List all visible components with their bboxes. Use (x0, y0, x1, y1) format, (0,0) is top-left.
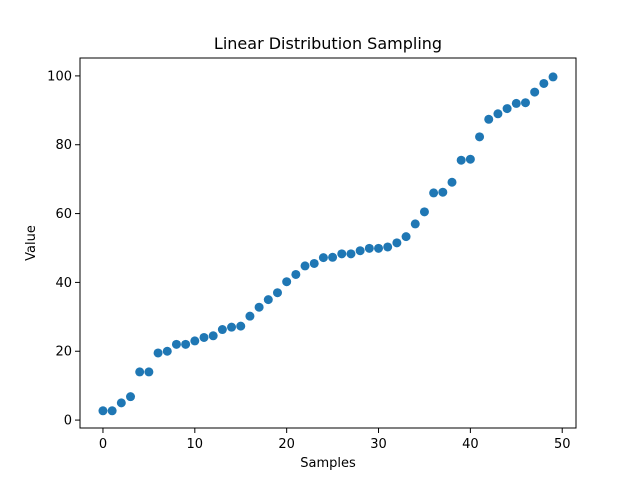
data-point (171, 339, 181, 349)
y-tick-label: 60 (55, 207, 72, 222)
data-point (254, 302, 264, 312)
data-point (116, 398, 126, 408)
chart-title: Linear Distribution Sampling (214, 34, 442, 53)
y-tick-label: 80 (55, 138, 72, 153)
data-point (282, 277, 292, 287)
data-point (144, 367, 154, 377)
data-point (438, 187, 448, 197)
x-tick-label: 50 (554, 437, 571, 452)
data-point (502, 104, 512, 114)
data-point (539, 78, 549, 88)
data-point (190, 336, 200, 346)
data-point (456, 155, 466, 165)
data-point (447, 177, 457, 187)
data-point (107, 406, 117, 416)
data-point (392, 238, 402, 248)
data-point (410, 219, 420, 229)
x-tick-label: 0 (99, 437, 107, 452)
data-point (263, 295, 273, 305)
data-point (318, 253, 328, 263)
data-point (126, 392, 136, 402)
data-point (374, 243, 384, 253)
data-point (227, 322, 237, 332)
data-point (530, 87, 540, 97)
data-point (181, 339, 191, 349)
data-point (217, 325, 227, 335)
x-tick-label: 40 (462, 437, 479, 452)
y-axis-ticks: 0 20 40 60 80 100 (47, 69, 80, 429)
data-point (475, 132, 485, 142)
data-point (153, 348, 163, 358)
data-point (272, 288, 282, 298)
x-axis-label: Samples (300, 456, 356, 471)
y-axis-label: Value (24, 225, 39, 261)
data-point (162, 346, 172, 356)
data-point (493, 109, 503, 119)
data-point (309, 258, 319, 268)
data-point (208, 331, 218, 341)
y-tick-label: 20 (55, 345, 72, 360)
data-point (291, 269, 301, 279)
data-point (419, 207, 429, 217)
data-point (199, 332, 209, 342)
x-tick-label: 30 (370, 437, 387, 452)
y-tick-label: 40 (55, 276, 72, 291)
y-tick-label: 100 (47, 69, 72, 84)
data-point (355, 246, 365, 256)
data-point (548, 72, 558, 82)
data-point (245, 311, 255, 321)
data-point (135, 367, 145, 377)
plot-area-frame (79, 57, 577, 429)
data-point (328, 252, 338, 262)
data-point (300, 261, 310, 271)
x-tick-label: 10 (187, 437, 204, 452)
x-tick-label: 20 (278, 437, 295, 452)
data-point (346, 249, 356, 259)
data-point (401, 232, 411, 242)
data-point (511, 98, 521, 108)
data-point (429, 188, 439, 198)
x-axis-ticks: 0 10 20 30 40 50 (99, 428, 571, 452)
data-point (520, 98, 530, 108)
data-point (364, 243, 374, 253)
data-point (337, 249, 347, 259)
data-point (98, 406, 108, 416)
y-tick-label: 0 (64, 414, 72, 429)
data-point (236, 321, 246, 331)
data-point (465, 154, 475, 164)
data-point (484, 114, 494, 124)
data-points (98, 72, 558, 416)
data-point (383, 242, 393, 252)
